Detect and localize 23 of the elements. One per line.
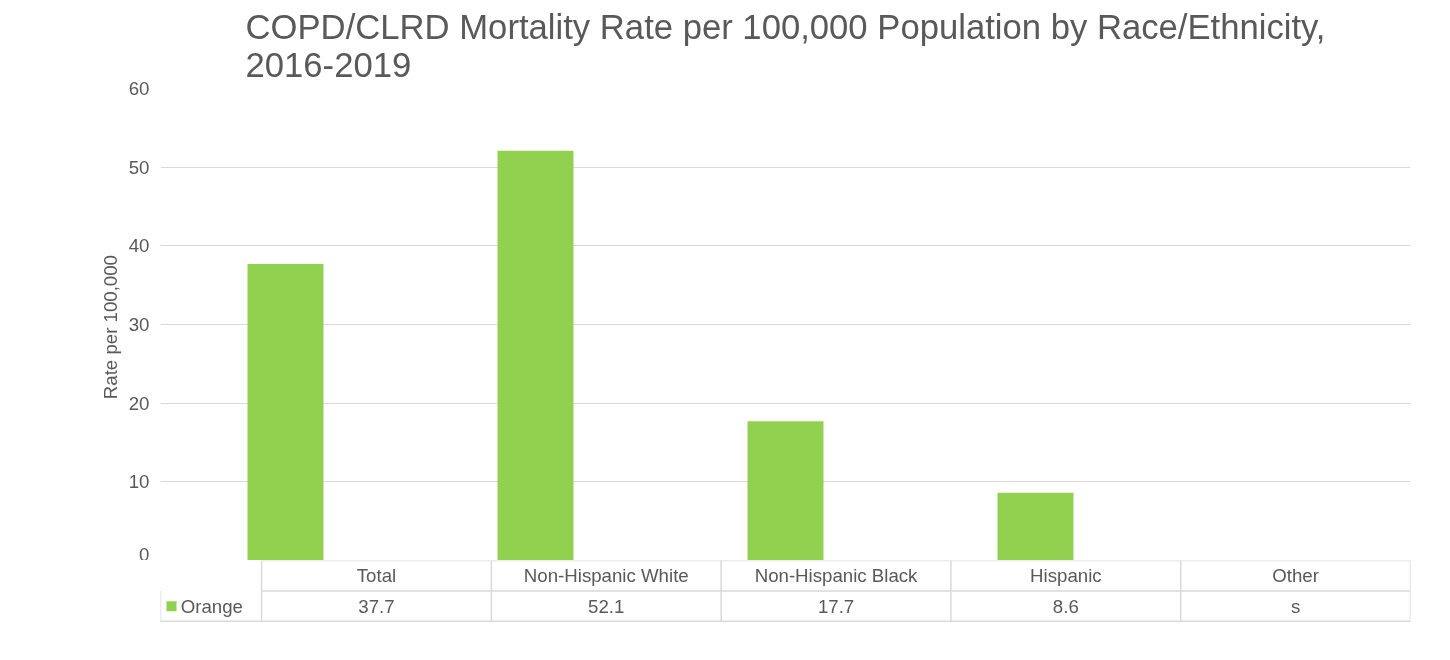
bar	[247, 263, 324, 560]
text: s	[1290, 595, 1301, 617]
bar	[997, 492, 1074, 560]
y-tick-label: 0	[139, 543, 150, 565]
data-label: 52.1	[588, 595, 625, 617]
x-tick-label: Other	[1272, 565, 1319, 587]
y-tick-label: 40	[128, 235, 150, 257]
y-tick-label: 10	[128, 471, 150, 493]
x-tick-label: Hispanic	[1030, 565, 1102, 587]
x-tick-label: Total	[356, 565, 397, 587]
y-tick-label: 50	[128, 156, 150, 178]
y-tick-label: 20	[128, 392, 150, 414]
data-label: 8.6	[1052, 595, 1079, 617]
x-tick-label: Non-Hispanic Black	[754, 565, 919, 587]
bar	[747, 421, 824, 560]
y-tick-label: 30	[128, 314, 150, 335]
data-label: 37.7	[358, 595, 395, 617]
y-tick-label: 60	[128, 78, 150, 99]
legend-label: Orange	[180, 595, 243, 617]
chart-title: COPD/CLRD Mortality Rate per 100,000 Population by Race/Ethnicity, 2016-2019	[245, 7, 1326, 84]
x-tick-label: Non-Hispanic White	[523, 565, 689, 587]
data-label: 17.7	[817, 595, 855, 617]
y-axis-title: Rate per 100,000	[99, 254, 121, 400]
